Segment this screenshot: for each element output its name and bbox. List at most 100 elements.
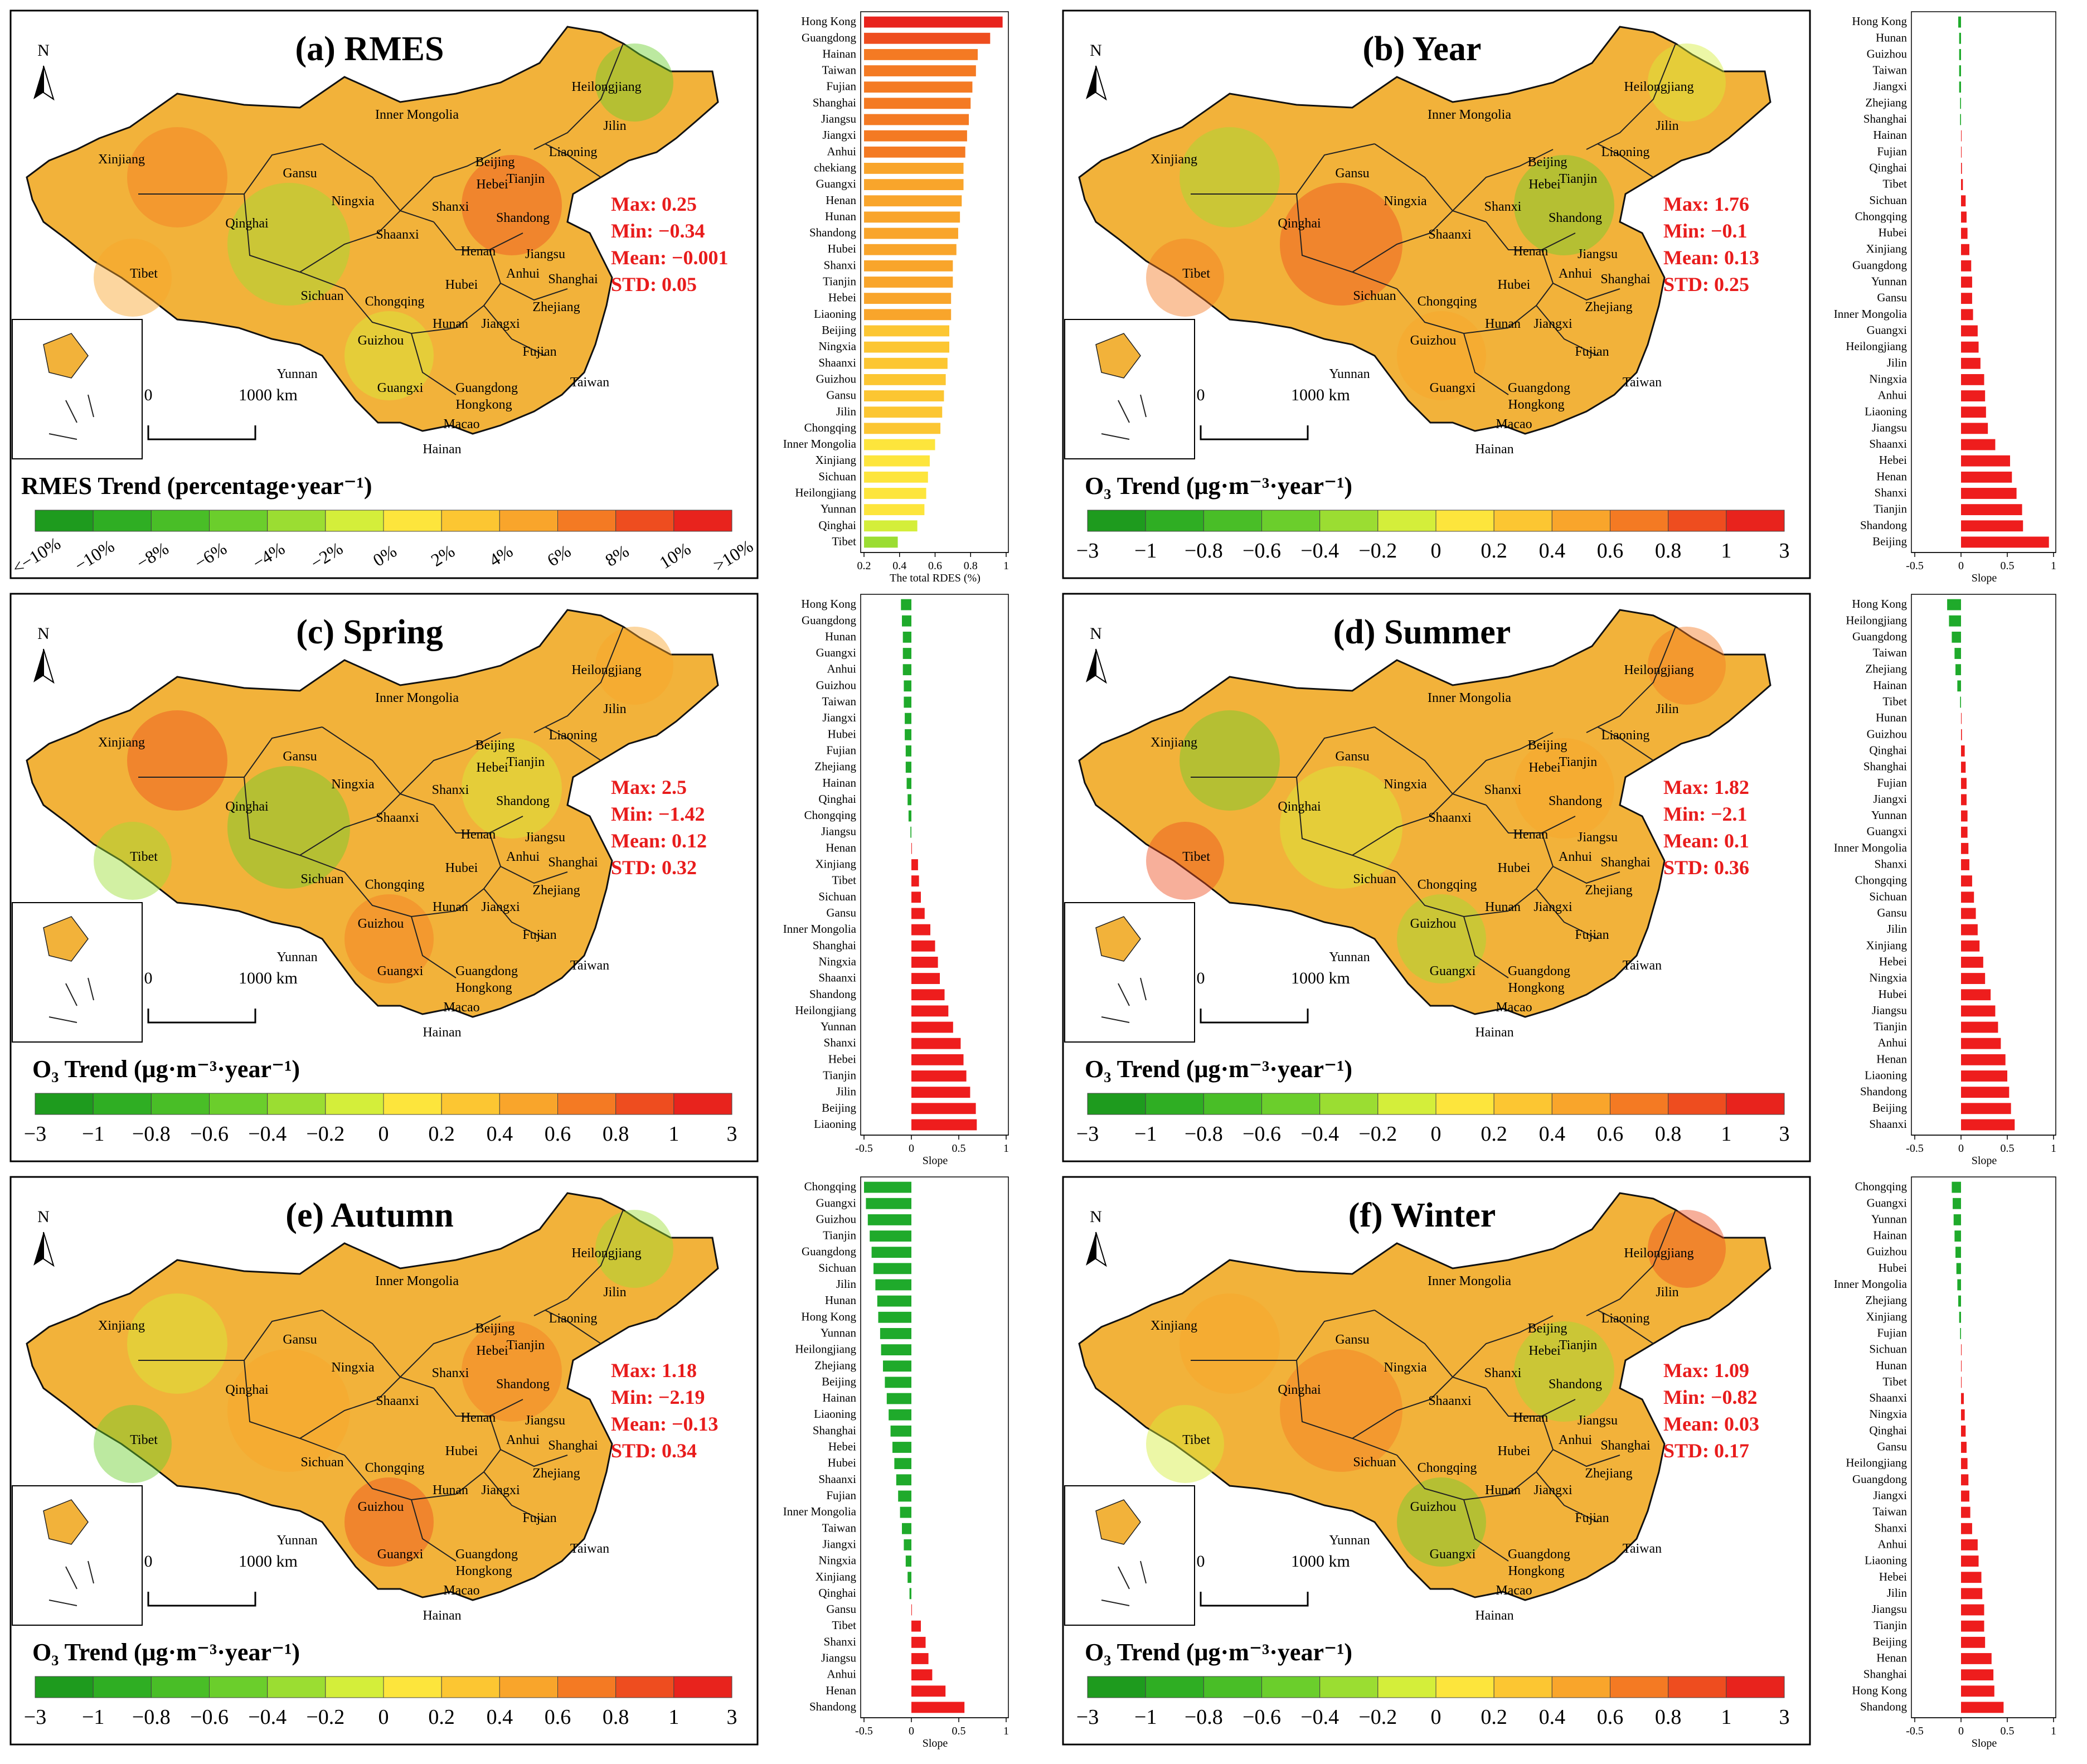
- bar-category-label: Tibet: [832, 1618, 856, 1632]
- region-label: Inner Mongolia: [375, 691, 459, 705]
- x-tick-label: 0.2: [857, 560, 871, 572]
- bar-category-label: Inner Mongolia: [783, 1505, 857, 1518]
- province-boundary: [1374, 143, 1487, 222]
- inset-land: [43, 1499, 89, 1545]
- plot-frame: [860, 1176, 1009, 1718]
- region-label: Sichuan: [300, 1455, 343, 1470]
- bar-heilongjiang: [1961, 1458, 1968, 1470]
- bar-shanxi: [1961, 859, 1969, 870]
- region-label: Hebei: [476, 1344, 508, 1358]
- x-tick-label: 0.5: [952, 1142, 966, 1155]
- china-outline: [1078, 26, 1771, 435]
- province-boundary: [400, 1315, 501, 1378]
- region-label: Jiangxi: [481, 1483, 520, 1498]
- bar-anhui: [1961, 390, 1986, 401]
- map-shade-patch: [127, 127, 227, 227]
- bar-category-label: Guizhou: [816, 1212, 857, 1225]
- region-label: Jilin: [603, 1285, 626, 1300]
- region-label: Henan: [1513, 244, 1549, 259]
- bar-sichuan: [911, 891, 921, 903]
- bar-category-label: Liaoning: [814, 1117, 856, 1131]
- inset-frame: [12, 902, 143, 1043]
- province-boundary: [344, 871, 457, 918]
- x-tick-label: 0: [1958, 560, 1964, 572]
- north-label: N: [37, 41, 50, 60]
- region-label: Ningxia: [1384, 777, 1427, 792]
- map-shade-patch: [227, 1349, 350, 1472]
- stat-line: Max: 0.25: [611, 193, 697, 215]
- region-label: Yunnan: [1329, 1533, 1370, 1548]
- legend-tick: −0.4: [248, 1122, 287, 1146]
- south-china-sea-inset: [12, 902, 143, 1043]
- region-label: Shaanxi: [376, 811, 419, 825]
- bar-fujian: [1960, 1328, 1961, 1339]
- province-boundary: [322, 143, 434, 222]
- province-boundary: [1597, 1310, 1654, 1344]
- bar-anhui: [864, 146, 965, 158]
- scale-distance-label: 1000 km: [239, 1552, 298, 1571]
- region-label: Guangxi: [377, 381, 424, 395]
- region-label: Shanxi: [432, 1366, 469, 1380]
- bar-guangdong: [1961, 260, 1972, 272]
- region-label: Zhejiang: [1585, 883, 1632, 898]
- region-label: Hongkong: [455, 1564, 512, 1578]
- bar-category-label: Fujian: [1877, 144, 1907, 158]
- north-arrow-left: [33, 649, 43, 682]
- region-label: Gansu: [1335, 166, 1369, 181]
- bar-zhejiang: [905, 762, 911, 773]
- bar-category-label: Anhui: [827, 662, 857, 676]
- panel-title: (b) Year: [1363, 30, 1482, 68]
- bar-beijing: [1961, 536, 2049, 548]
- north-label: N: [1090, 624, 1102, 643]
- stat-line: STD: 0.34: [611, 1440, 697, 1462]
- legend-swatch: [93, 1676, 152, 1698]
- province-boundary: [433, 221, 523, 250]
- bar-category-label: Hubei: [1879, 226, 1907, 239]
- bar-category-label: Hainan: [1873, 1229, 1907, 1242]
- legend-tick: −0.4: [1300, 539, 1339, 563]
- bar-category-label: Shaanxi: [818, 1472, 856, 1486]
- legend-tick: −0.4: [248, 1705, 287, 1729]
- region-label: Qinghai: [1278, 1383, 1321, 1397]
- bar-fujian: [864, 81, 973, 93]
- region-label: Jiangsu: [525, 1413, 565, 1428]
- bar-category-label: Hebei: [828, 1440, 856, 1453]
- map-shade-patch: [94, 239, 172, 317]
- panel-f: Heilongjiang Inner Mongolia Jilin Liaoning X…: [1062, 1176, 1811, 1746]
- region-label: Jiangxi: [1533, 317, 1572, 331]
- bar-category-label: Heilongjiang: [795, 486, 856, 500]
- bar-hong-kong: [901, 599, 911, 610]
- plot-frame: [1911, 1176, 2056, 1718]
- bar-category-label: Yunnan: [821, 502, 857, 516]
- bar-shandong: [1961, 1702, 2004, 1713]
- bar-category-label: Liaoning: [1865, 1554, 1907, 1567]
- province-boundary: [1586, 626, 1676, 733]
- bar-category-label: Shanxi: [1875, 857, 1908, 871]
- bar-chongqing: [908, 810, 911, 822]
- bar-shanxi: [911, 1636, 926, 1648]
- bar-category-label: Zhejiang: [1865, 96, 1907, 109]
- map-shade-patch: [1146, 822, 1224, 900]
- bar-beijing: [1961, 1636, 1986, 1648]
- region-label: Beijing: [475, 155, 515, 169]
- legend-tick: −0.6: [190, 1705, 229, 1729]
- stat-line: STD: 0.05: [611, 273, 697, 295]
- scale-line: [1200, 1592, 1309, 1607]
- legend-tick: 0.8: [1655, 539, 1682, 563]
- bar-category-label: Fujian: [1877, 1326, 1907, 1339]
- bar-category-label: Tibet: [832, 874, 856, 887]
- bar-category-label: Xinjiang: [816, 1570, 857, 1583]
- bar-category-label: Yunnan: [1871, 275, 1908, 288]
- bar-anhui: [1961, 1038, 2001, 1049]
- bar-inner-mongolia: [864, 439, 935, 450]
- bar-category-label: Shanxi: [824, 258, 857, 272]
- province-boundary: [1296, 193, 1397, 289]
- bar-category-label: Shandong: [809, 987, 857, 1001]
- scale-zero-label: 0: [1197, 969, 1205, 987]
- bar-guizhou: [1955, 1247, 1961, 1258]
- bar-category-label: Jilin: [1887, 922, 1908, 936]
- bar-category-label: Jiangsu: [1872, 1602, 1908, 1616]
- province-boundary: [1463, 333, 1509, 395]
- region-label: Guangxi: [377, 964, 424, 978]
- bar-jiangxi: [1961, 794, 1967, 806]
